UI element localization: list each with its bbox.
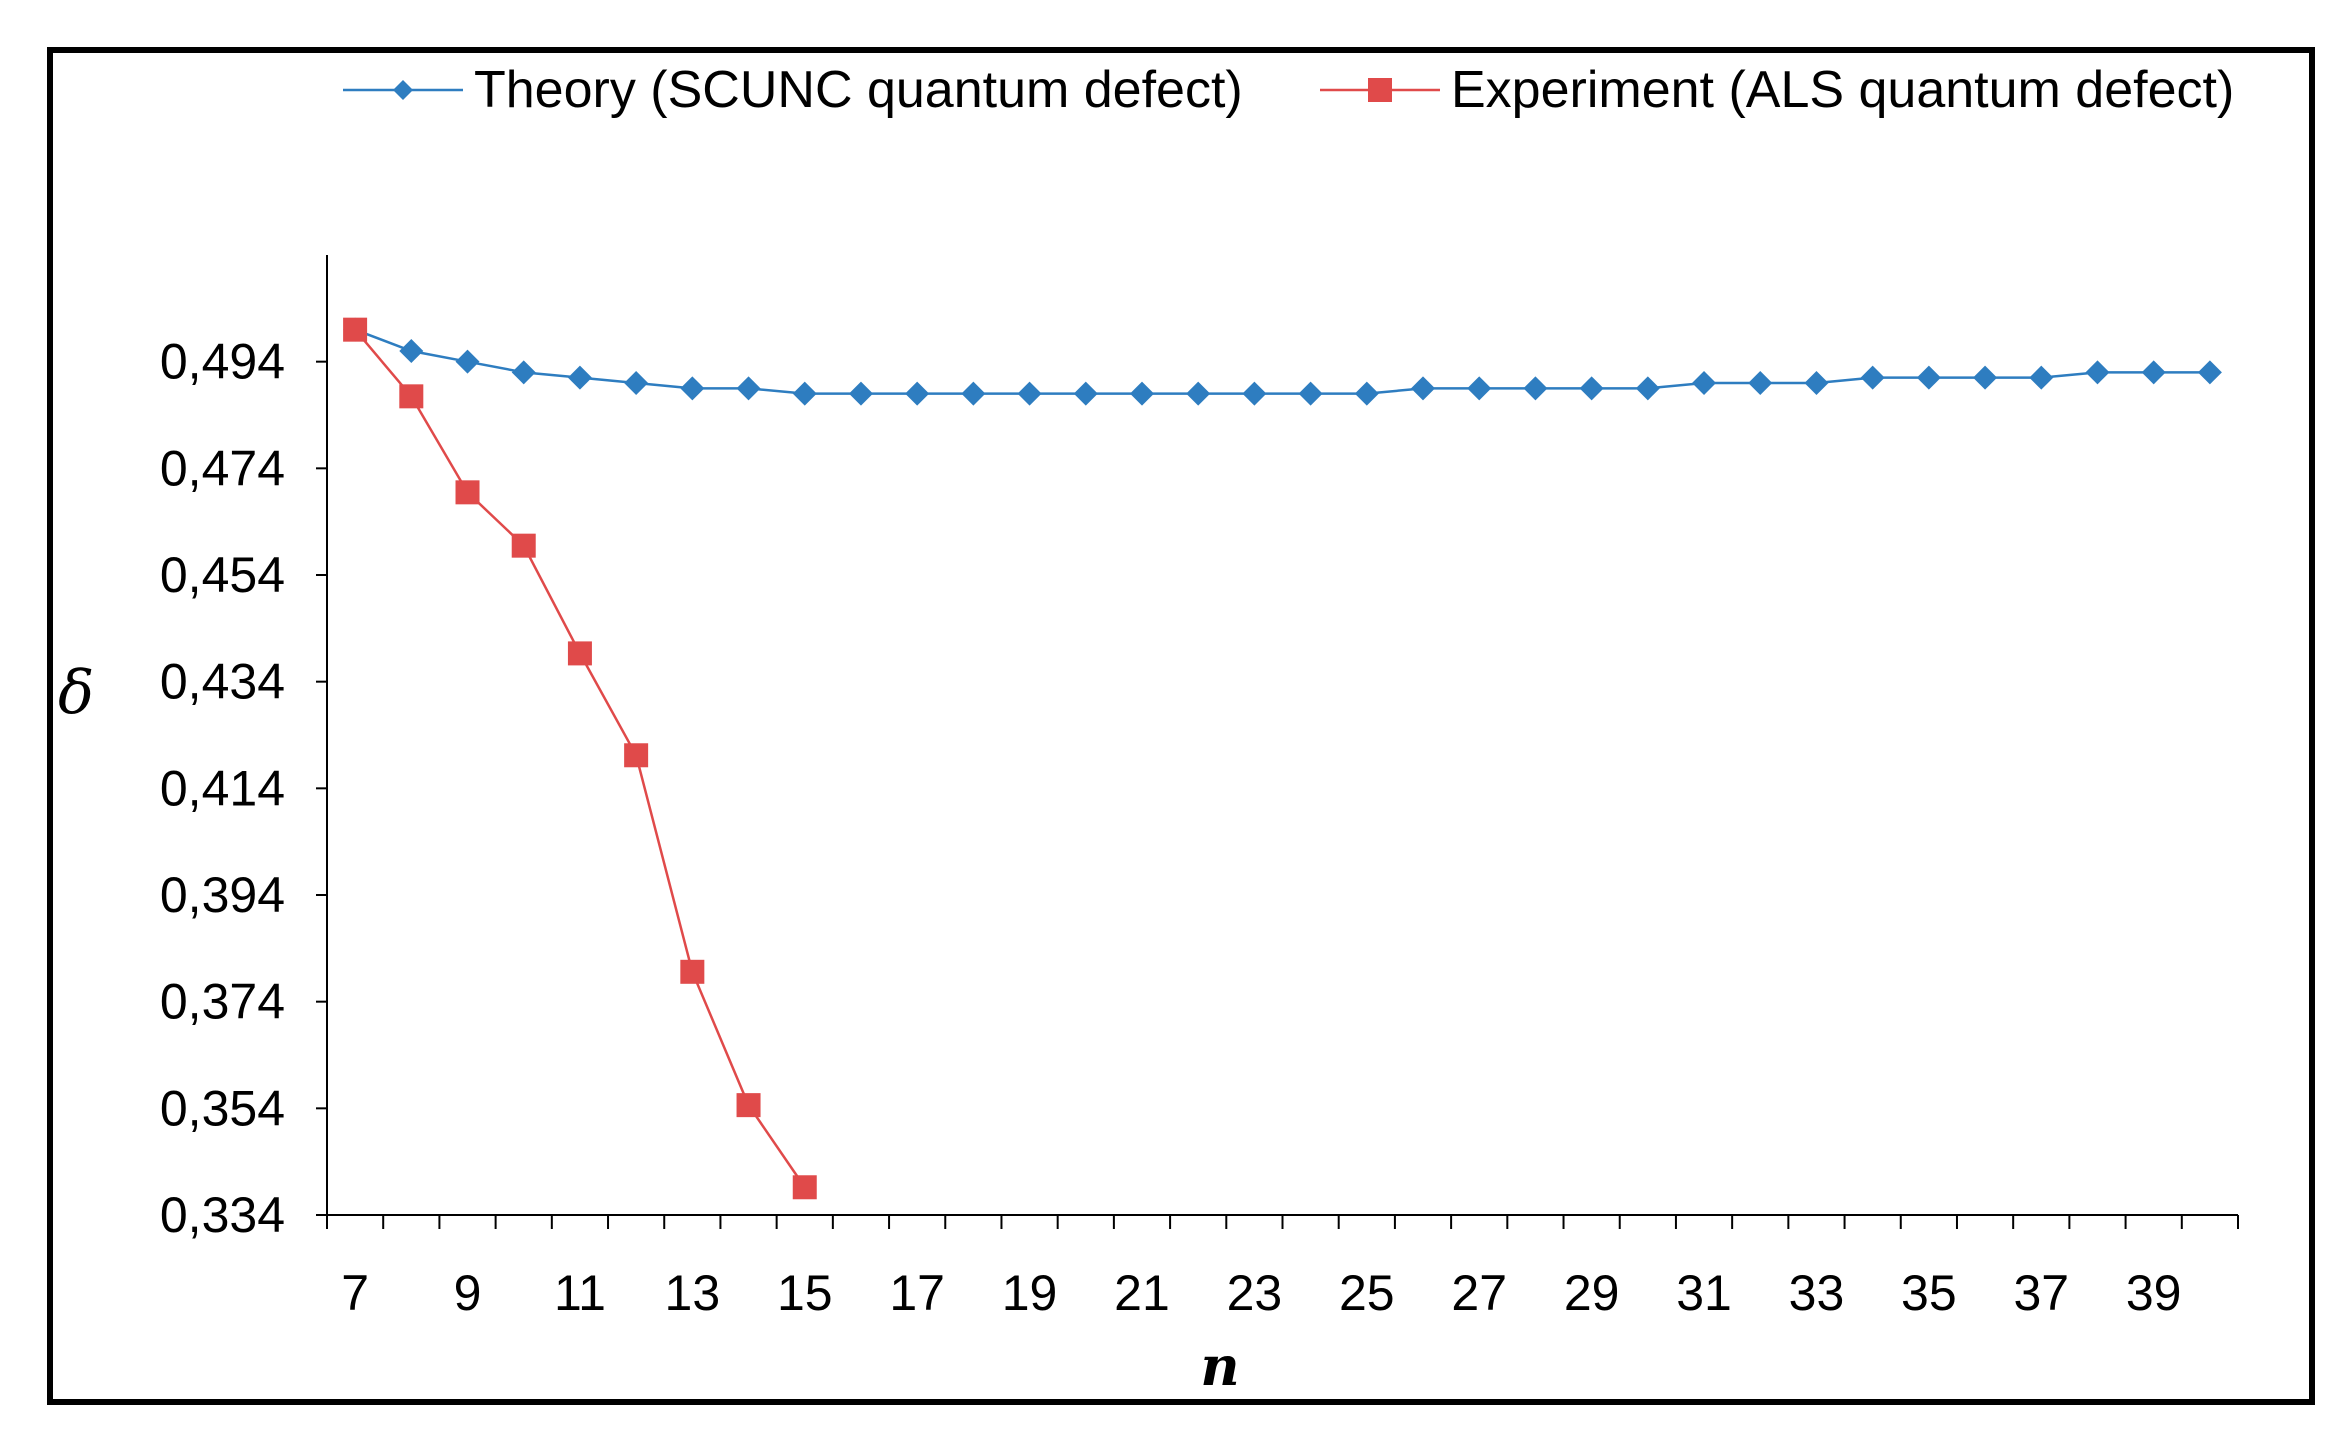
x-tick-label: 21: [1114, 1265, 1170, 1321]
data-point-theory: [1354, 381, 1379, 406]
data-point-theory: [567, 365, 592, 390]
data-point-theory: [1635, 376, 1660, 401]
data-point-experiment: [736, 1093, 761, 1118]
x-tick-label: 39: [2126, 1265, 2182, 1321]
data-point-experiment: [624, 743, 649, 768]
data-point-theory: [1860, 365, 1885, 390]
x-tick-label: 33: [1789, 1265, 1845, 1321]
data-point-theory: [961, 381, 986, 406]
x-axis-title: n: [1200, 1334, 1239, 1398]
data-point-theory: [848, 381, 873, 406]
x-tick-label: 35: [1901, 1265, 1957, 1321]
data-point-theory: [511, 360, 536, 385]
x-tick-label: 25: [1339, 1265, 1395, 1321]
legend: Theory (SCUNC quantum defect) Experiment…: [343, 61, 2234, 119]
data-point-experiment: [455, 480, 480, 505]
data-point-theory: [1748, 371, 1773, 395]
series-line-experiment: [354, 328, 806, 1188]
data-point-theory: [1916, 365, 1941, 390]
data-point-theory: [2029, 365, 2054, 390]
data-point-theory: [624, 371, 649, 395]
data-point-theory: [1298, 381, 1323, 406]
x-tick-label: 37: [2013, 1265, 2069, 1321]
data-point-theory: [736, 376, 761, 401]
data-point-theory: [905, 381, 930, 406]
data-point-theory: [1804, 371, 1829, 395]
data-point-theory: [1073, 381, 1098, 406]
y-tick-label: 0,474: [160, 440, 285, 496]
data-point-theory: [680, 376, 705, 401]
data-point-theory: [1242, 381, 1267, 406]
x-tick-label: 13: [665, 1265, 721, 1321]
x-tick-label: 7: [341, 1265, 369, 1321]
data-point-theory: [399, 339, 424, 363]
legend-marker-theory: [393, 80, 413, 100]
y-tick-label: 0,454: [160, 547, 285, 603]
y-tick-label: 0,394: [160, 867, 285, 923]
data-point-theory: [2085, 360, 2110, 385]
x-tick-label: 15: [777, 1265, 833, 1321]
data-point-theory: [1186, 381, 1211, 406]
y-tick-label: 0,414: [160, 760, 285, 816]
x-tick-label: 19: [1002, 1265, 1058, 1321]
legend-label-theory: Theory (SCUNC quantum defect): [474, 61, 1243, 119]
y-tick-label: 0,334: [160, 1187, 285, 1243]
x-tick-label: 17: [889, 1265, 945, 1321]
data-point-theory: [1411, 376, 1436, 401]
data-point-theory: [2141, 360, 2166, 385]
series-line-theory: [354, 328, 2210, 395]
data-point-theory: [455, 349, 480, 374]
legend-label-experiment: Experiment (ALS quantum defect): [1451, 61, 2234, 119]
x-tick-label: 27: [1451, 1265, 1507, 1321]
x-tick-label: 11: [554, 1265, 606, 1321]
data-point-experiment: [399, 384, 424, 409]
data-point-experiment: [792, 1175, 817, 1200]
data-point-theory: [1467, 376, 1492, 401]
y-tick-label: 0,374: [160, 974, 285, 1030]
chart-frame: [47, 47, 2315, 1405]
plot-area: [343, 317, 2222, 1200]
data-point-theory: [1973, 365, 1998, 390]
data-point-theory: [1129, 381, 1154, 406]
axes: 0,334 0,354 0,374 0,394 0,414 0,434 0,454 0,474…: [160, 255, 2239, 1321]
data-point-experiment: [567, 641, 592, 666]
y-tick-label: 0,494: [160, 334, 285, 390]
legend-marker-experiment: [1368, 78, 1392, 102]
data-point-theory: [792, 381, 817, 406]
y-tick-label: 0,354: [160, 1080, 285, 1136]
y-axis-title: δ: [58, 658, 94, 728]
data-point-theory: [2197, 360, 2222, 385]
y-tick-label: 0,434: [160, 654, 285, 710]
data-point-experiment: [511, 533, 536, 558]
x-tick-label: 23: [1227, 1265, 1283, 1321]
data-point-theory: [1017, 381, 1042, 406]
data-point-theory: [1579, 376, 1604, 401]
data-point-experiment: [343, 317, 368, 342]
data-point-theory: [1523, 376, 1548, 401]
x-tick-label: 29: [1564, 1265, 1620, 1321]
x-tick-label: 9: [454, 1265, 482, 1321]
data-point-experiment: [680, 959, 705, 984]
x-tick-label: 31: [1676, 1265, 1732, 1321]
data-point-theory: [1692, 371, 1717, 395]
